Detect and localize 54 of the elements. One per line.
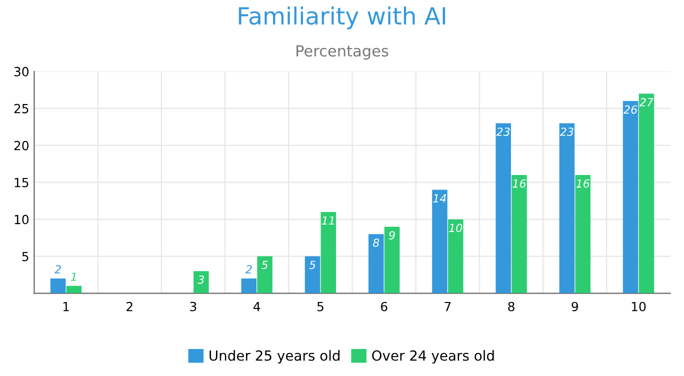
bar — [320, 212, 336, 294]
data-label: 8 — [372, 238, 380, 247]
bar — [512, 174, 527, 294]
data-label: 10 — [449, 224, 462, 232]
x-tick-label: 2 — [126, 302, 132, 312]
data-label: 2 — [245, 265, 252, 274]
bar — [559, 123, 575, 294]
y-tick-label: 25 — [14, 104, 28, 114]
x-tick-label: 6 — [380, 302, 388, 312]
bar — [304, 256, 320, 294]
bar — [448, 219, 464, 294]
y-tick-label: 15 — [14, 178, 28, 188]
x-tick-label: 1 — [63, 302, 69, 312]
data-label: 1 — [70, 272, 76, 281]
data-label: 9 — [388, 231, 395, 240]
data-label: 14 — [433, 194, 446, 202]
x-tick-label: 10 — [632, 302, 646, 312]
data-label: 5 — [261, 260, 268, 270]
chart-subtitle: Percentages — [296, 45, 388, 60]
chart-title: Familiarity with AI — [238, 6, 446, 30]
bar — [66, 286, 82, 294]
x-tick-label: 9 — [572, 302, 578, 312]
data-label: 16 — [512, 179, 526, 188]
data-label: 3 — [198, 275, 204, 284]
data-label: 5 — [309, 260, 316, 270]
data-label: 23 — [560, 128, 574, 136]
x-tick-label: 5 — [317, 302, 324, 312]
x-tick-label: 8 — [508, 302, 514, 312]
bar — [194, 271, 209, 294]
legend-label: Over 24 years old — [372, 350, 494, 364]
data-label: 11 — [322, 216, 334, 225]
y-tick-label: 30 — [14, 66, 29, 76]
data-label: 16 — [576, 179, 590, 188]
x-tick-label: 7 — [444, 302, 451, 312]
bar — [432, 190, 448, 294]
bar — [50, 278, 66, 294]
bar — [575, 174, 590, 294]
data-label: 23 — [496, 128, 510, 136]
legend-label: Under 25 years old — [210, 350, 340, 364]
y-tick-label: 5 — [22, 252, 28, 262]
bar — [638, 94, 654, 294]
bar — [496, 123, 511, 294]
bar — [622, 101, 638, 294]
x-tick-label: 4 — [253, 302, 260, 312]
bar — [257, 256, 272, 294]
y-tick-label: 10 — [14, 214, 29, 224]
data-label: 2 — [54, 265, 61, 274]
data-label: 27 — [639, 98, 654, 106]
y-tick-label: 20 — [14, 140, 29, 150]
x-tick-label: 3 — [190, 302, 196, 312]
bar — [368, 234, 384, 294]
data-label: 26 — [624, 105, 638, 114]
bar — [384, 226, 400, 294]
bar — [241, 278, 257, 294]
